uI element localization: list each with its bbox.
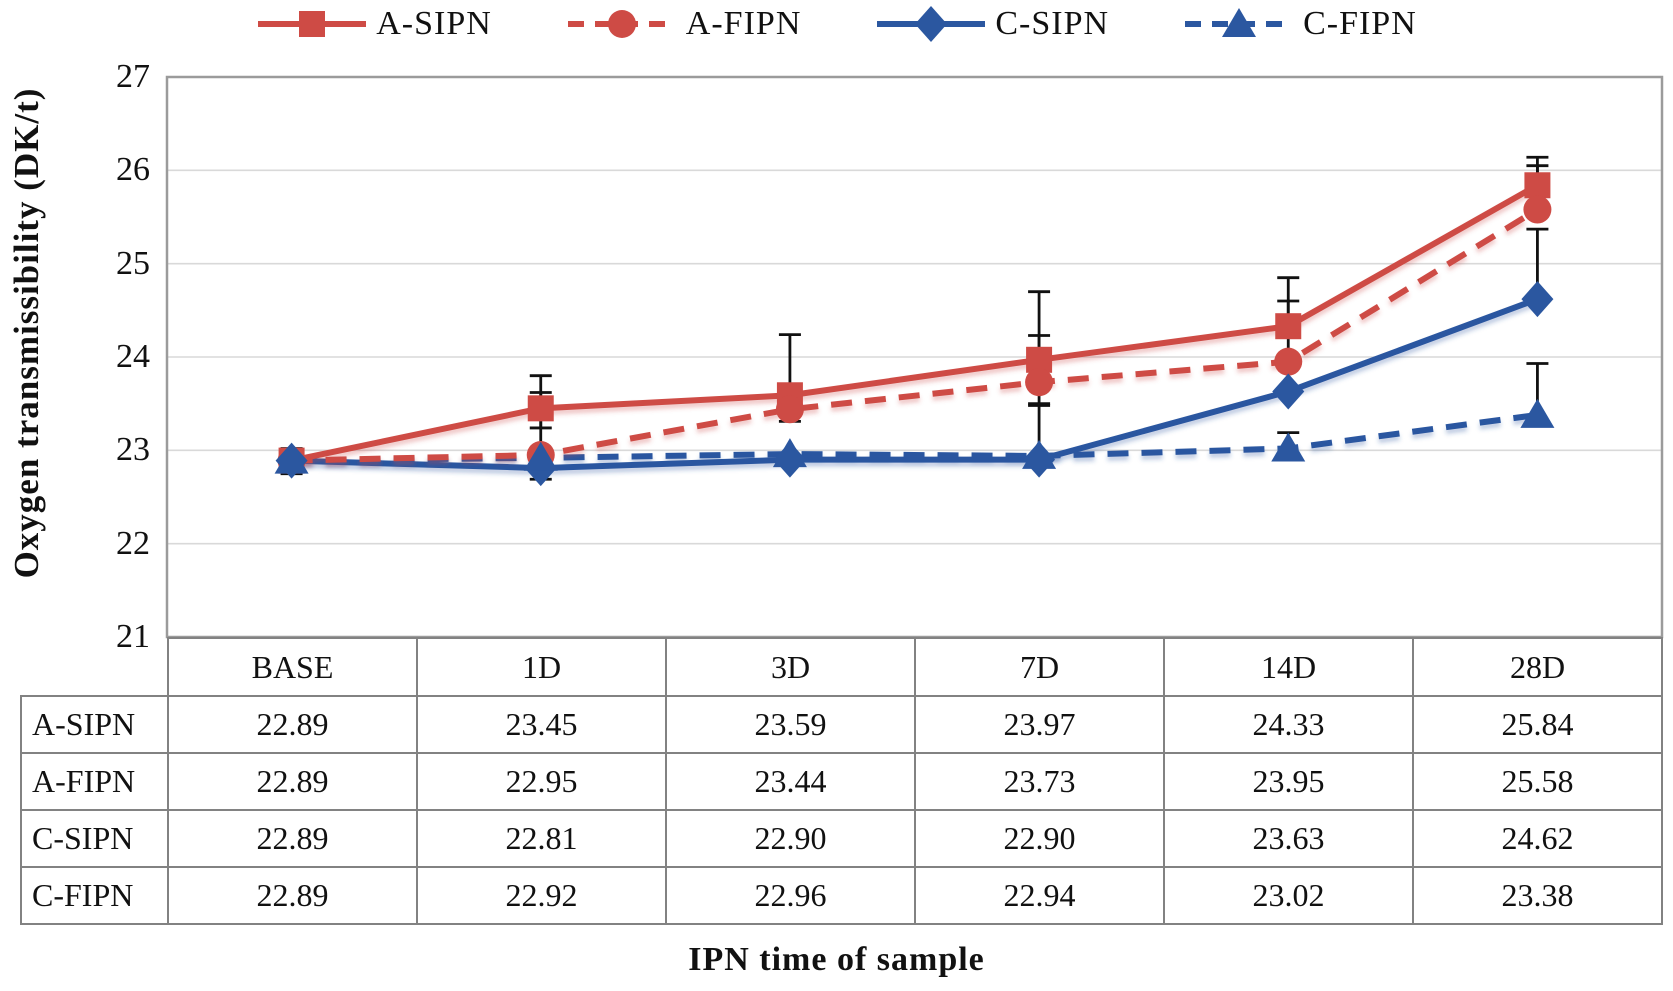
plot-border xyxy=(165,75,1664,639)
y-tick-label-22: 22 xyxy=(116,524,150,562)
column-header-14d: 14D xyxy=(1163,637,1414,697)
table-cell: 22.92 xyxy=(416,866,667,925)
error-bars xyxy=(280,155,1549,481)
column-header-3d: 3D xyxy=(665,637,916,697)
a-fipn-dashed-circle-icon xyxy=(567,10,676,38)
table-cell: 23.38 xyxy=(1412,866,1663,925)
gridlines xyxy=(167,169,1662,545)
table-cell: 24.62 xyxy=(1412,809,1663,868)
y-tick-label-26: 26 xyxy=(116,151,150,189)
table-cell: 22.90 xyxy=(914,809,1165,868)
table-row-c-fipn: C-FIPN 22.89 22.92 22.96 22.94 23.02 23.38 xyxy=(20,866,1663,925)
legend-label-c-sipn: C-SIPN xyxy=(995,5,1110,42)
table-cell: 23.59 xyxy=(665,695,916,754)
table-cell: 23.44 xyxy=(665,752,916,811)
table-cell: 22.89 xyxy=(167,809,418,868)
table-cell: 23.63 xyxy=(1163,809,1414,868)
y-tick-label-27: 27 xyxy=(116,58,150,95)
table-cell: 23.95 xyxy=(1163,752,1414,811)
legend-item-c-fipn: C-FIPN xyxy=(1183,5,1417,43)
series-line-a-sipn xyxy=(290,182,1539,464)
c-fipn-dashed-triangle-icon xyxy=(1185,8,1294,37)
chart-legend: A-SIPN A-FIPN C-SIPN C-FIPN xyxy=(0,0,1673,48)
row-label-a-fipn: A-FIPN xyxy=(20,752,169,811)
legend-item-c-sipn: C-SIPN xyxy=(875,5,1109,43)
legend-item-a-fipn: A-FIPN xyxy=(566,5,802,43)
row-label-c-sipn: C-SIPN xyxy=(20,809,169,868)
legend-label-c-fipn: C-FIPN xyxy=(1303,5,1417,42)
table-cell: 24.33 xyxy=(1163,695,1414,754)
table-row-c-sipn: C-SIPN 22.89 22.81 22.90 22.90 23.63 24.62 xyxy=(20,809,1663,868)
table-cell: 23.97 xyxy=(914,695,1165,754)
table-cell: 23.45 xyxy=(416,695,667,754)
table-corner-cell xyxy=(21,638,168,696)
table-cell: 22.94 xyxy=(914,866,1165,925)
table-cell: 22.90 xyxy=(665,809,916,868)
c-sipn-line-diamond-icon xyxy=(877,6,986,42)
y-tick-label-23: 23 xyxy=(116,431,150,469)
y-tick-label-24: 24 xyxy=(116,338,150,375)
a-sipn-line-square-icon xyxy=(258,11,367,37)
table-cell: 23.02 xyxy=(1163,866,1414,925)
series-line-c-sipn xyxy=(291,296,1539,472)
x-axis-title: IPN time of sample xyxy=(688,941,985,978)
table-cell: 22.89 xyxy=(167,752,418,811)
table-row-a-sipn: A-SIPN 22.89 23.45 23.59 23.97 24.33 25.84 xyxy=(20,695,1663,754)
legend-label-a-sipn: A-SIPN xyxy=(376,5,492,42)
y-tick-label-25: 25 xyxy=(116,244,150,282)
table-cell: 22.95 xyxy=(416,752,667,811)
series-line-a-fipn xyxy=(291,206,1539,464)
series-markers-a-sipn xyxy=(278,172,1551,474)
column-header-base: BASE xyxy=(167,637,418,697)
data-table: BASE 1D 3D 7D 14D 28D A-SIPN 22.89 23.45 23.59 23… xyxy=(20,637,1663,925)
table-cell: 25.84 xyxy=(1412,695,1663,754)
y-tick-label-21: 21 xyxy=(116,618,150,655)
table-header-row: BASE 1D 3D 7D 14D 28D xyxy=(21,637,1663,697)
row-label-c-fipn: C-FIPN xyxy=(20,866,169,925)
y-axis-tick-labels: 27 26 25 24 23 22 21 xyxy=(0,0,150,991)
table-row-a-fipn: A-FIPN 22.89 22.95 23.44 23.73 23.95 25.58 xyxy=(20,752,1663,811)
legend-item-a-sipn: A-SIPN xyxy=(256,5,492,43)
table-cell: 22.81 xyxy=(416,809,667,868)
legend-label-a-fipn: A-FIPN xyxy=(685,5,802,42)
column-header-28d: 28D xyxy=(1412,637,1663,697)
table-cell: 22.96 xyxy=(665,866,916,925)
series-markers-a-fipn xyxy=(277,195,1552,475)
table-cell: 22.89 xyxy=(167,695,418,754)
column-header-1d: 1D xyxy=(416,637,667,697)
row-label-a-sipn: A-SIPN xyxy=(20,695,169,754)
series-markers-c-fipn xyxy=(274,398,1555,474)
table-cell: 22.89 xyxy=(167,866,418,925)
column-header-7d: 7D xyxy=(914,637,1165,697)
table-cell: 25.58 xyxy=(1412,752,1663,811)
table-cell: 23.73 xyxy=(914,752,1165,811)
